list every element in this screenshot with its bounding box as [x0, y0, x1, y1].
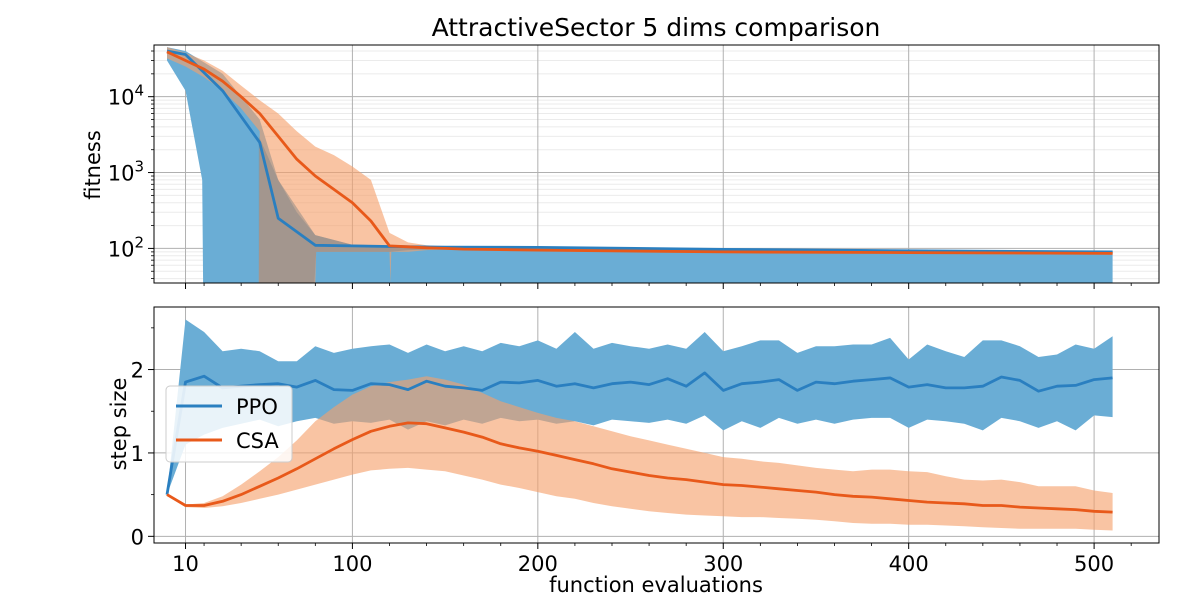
- fitness-x-ticks: [185, 283, 1132, 289]
- legend: PPO CSA: [165, 385, 293, 463]
- chart-title: AttractiveSector 5 dims comparison: [432, 13, 881, 42]
- y-tick-label: 102: [108, 233, 144, 261]
- line-csa: [166, 50, 1113, 255]
- band-csa: [167, 376, 1113, 531]
- fitness-y-ticks: 102 103 104: [108, 50, 154, 280]
- step-size-lines: [165, 371, 1113, 514]
- x-tick-label: 300: [703, 552, 743, 576]
- x-tick-label: 400: [889, 552, 929, 576]
- y-tick-label: 104: [108, 82, 144, 110]
- fitness-frame: [153, 44, 1160, 284]
- legend-csa-label: CSA: [236, 429, 279, 453]
- x-tick-label: 100: [332, 552, 372, 576]
- step-size-bands: [167, 319, 1113, 531]
- line-csa: [166, 421, 1113, 514]
- y-tick-label: 1: [131, 442, 144, 466]
- x-axis-label: function evaluations: [549, 573, 763, 597]
- x-tick-label: 200: [518, 552, 558, 576]
- x-tick-label: 10: [172, 552, 199, 576]
- step-size-y-label: step size: [107, 378, 131, 471]
- fitness-lines: [166, 49, 1113, 255]
- fitness-y-label: fitness: [81, 130, 105, 200]
- step-size-frame: [153, 306, 1160, 544]
- fitness-axes: 102 103 104 fitness: [81, 44, 1160, 289]
- step-size-axes: 10 100 200 300 400 500 0 1 2 step size PPO CSA: [107, 306, 1160, 576]
- y-tick-label: 103: [108, 158, 144, 186]
- legend-ppo-label: PPO: [236, 395, 278, 419]
- y-tick-label: 2: [131, 359, 144, 383]
- fitness-bands: [167, 47, 1113, 283]
- x-tick-label: 500: [1074, 552, 1114, 576]
- line-ppo: [165, 371, 1113, 495]
- line-ppo: [166, 49, 1113, 254]
- step-size-x-ticks: 10 100 200 300 400 500: [172, 543, 1132, 576]
- band-ppo: [167, 319, 1113, 495]
- step-size-y-ticks: 0 1 2: [131, 327, 154, 549]
- y-tick-label: 0: [131, 525, 144, 549]
